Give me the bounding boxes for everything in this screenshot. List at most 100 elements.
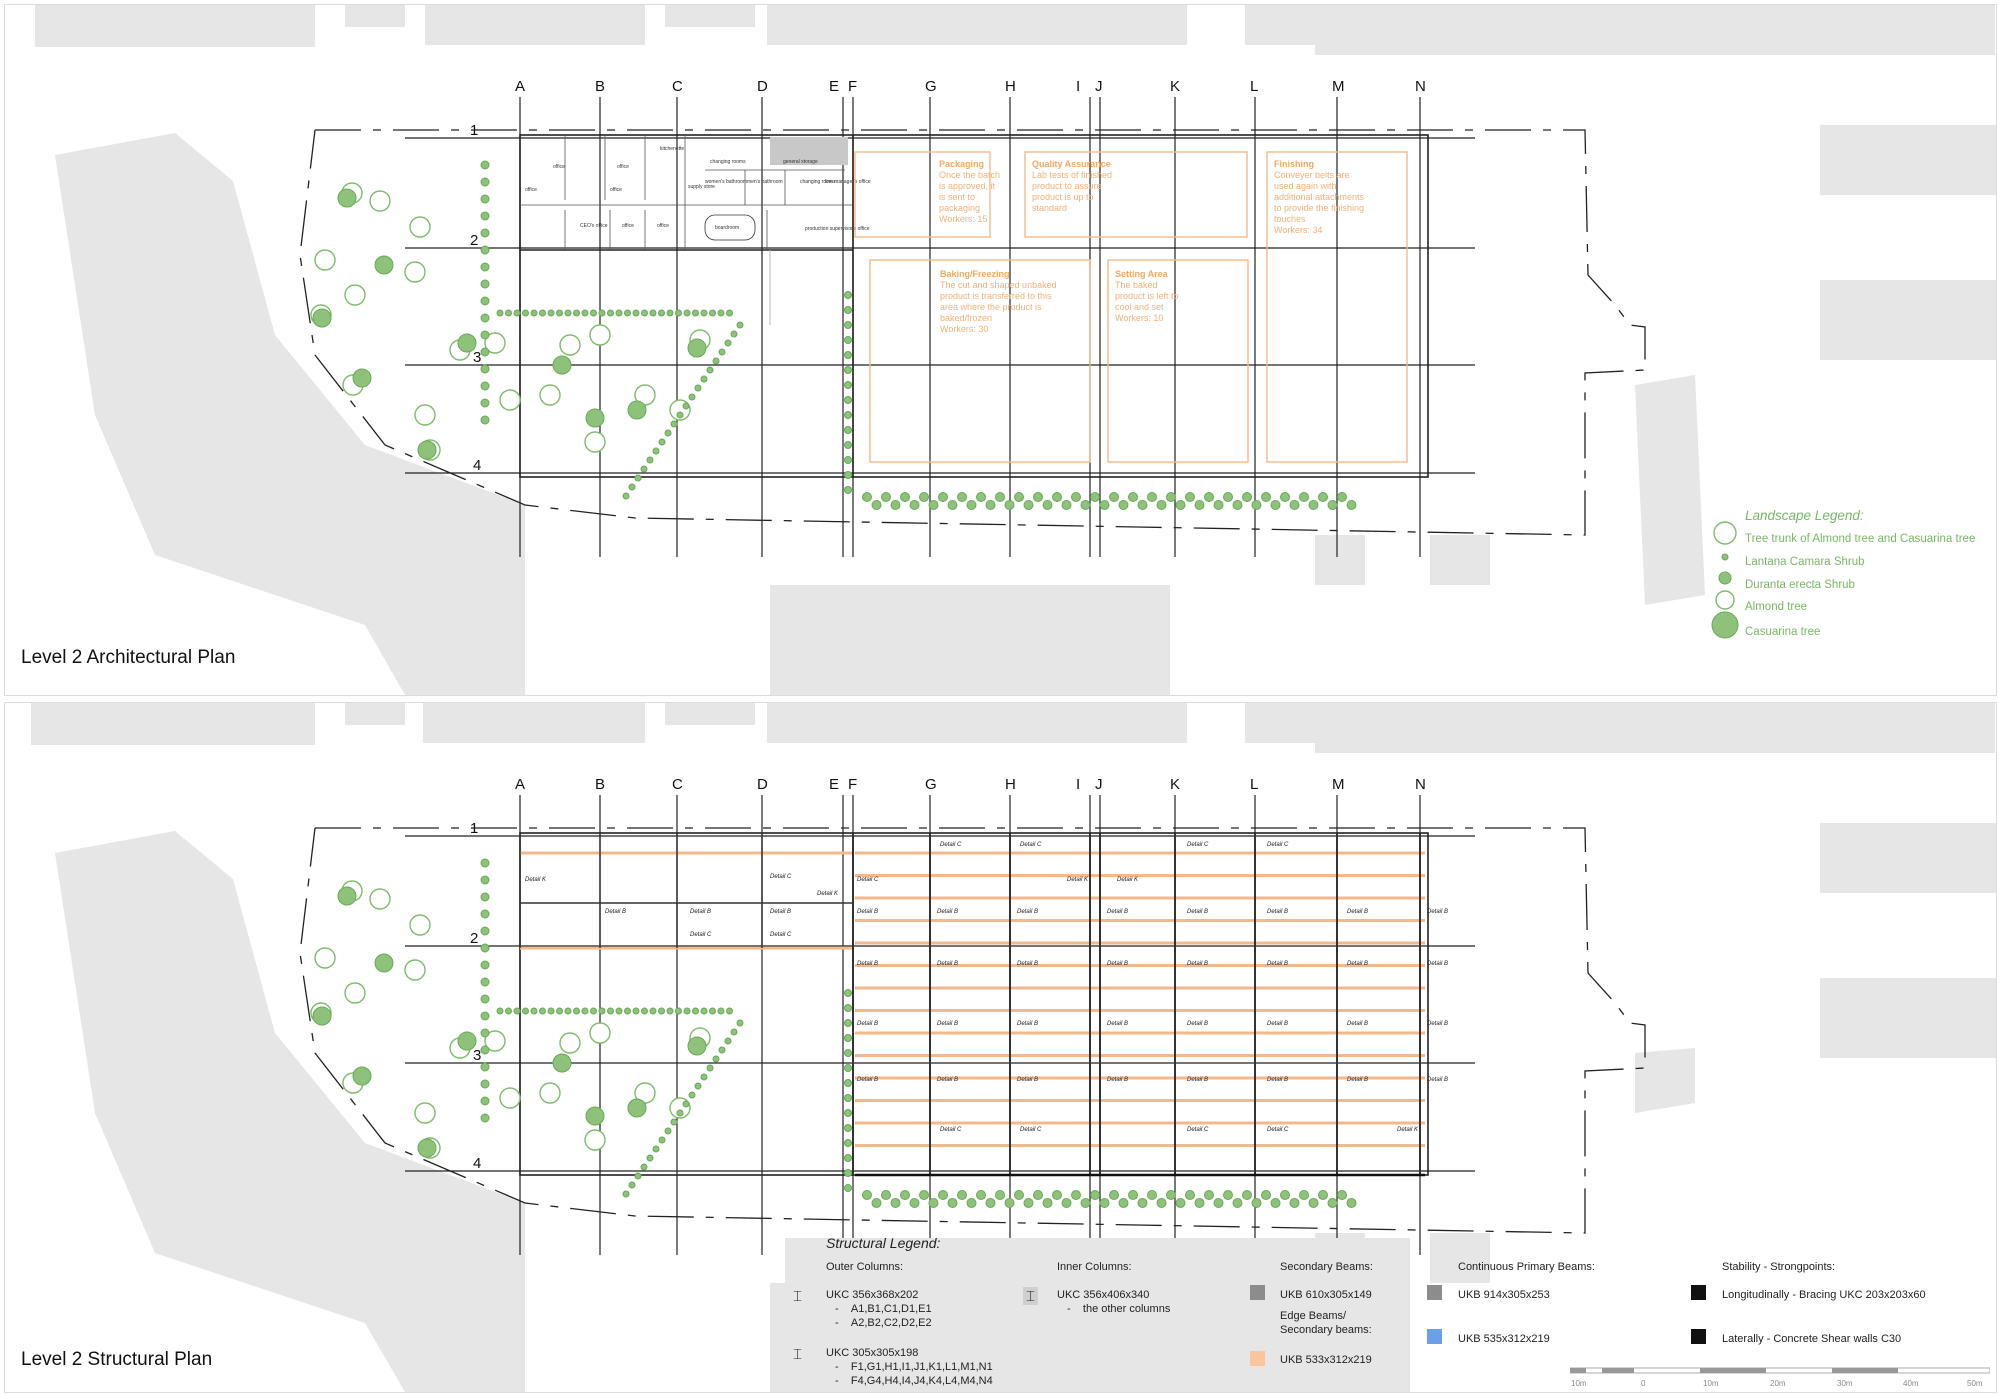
duranta-shrub-icon <box>890 500 901 510</box>
landscape-planting <box>310 160 1357 510</box>
zone-description: area where the product is <box>940 302 1042 312</box>
lantana-shrub-icon <box>564 309 572 317</box>
lantana-shrub-icon <box>675 1007 682 1015</box>
column-list: - F4,G4,H4,I4,J4,K4,L4,M4,N4 <box>835 1375 993 1387</box>
detail-label: Detail C <box>940 1127 962 1133</box>
duranta-shrub-icon <box>909 500 920 510</box>
lantana-shrub-icon <box>736 1019 744 1027</box>
duranta-shrub-icon <box>1042 500 1053 510</box>
lantana-shrub-icon <box>649 1007 657 1015</box>
grid-label: A <box>515 78 525 95</box>
grid-label: D <box>757 78 768 95</box>
grid-label: E <box>829 78 839 95</box>
duranta-shrub-icon <box>1023 500 1034 510</box>
detail-label: Detail B <box>1347 961 1368 967</box>
column-section: UKC 356x368x202 <box>826 1289 919 1301</box>
duranta-shrub-icon <box>1118 500 1129 510</box>
duranta-shrub-icon <box>1232 1198 1243 1208</box>
scale-label: 30m <box>1837 1379 1853 1388</box>
detail-label: Detail B <box>1427 1021 1448 1027</box>
grid-label: I <box>1076 776 1080 793</box>
grid-label: M <box>1332 776 1345 793</box>
lantana-shrub-icon <box>556 309 563 317</box>
almond-tree-icon <box>499 1087 521 1109</box>
lantana-shrub-icon <box>624 309 631 317</box>
lantana-shrub-icon <box>666 1007 674 1015</box>
duranta-shrub-icon <box>480 415 490 425</box>
duranta-shrub-icon <box>985 1198 996 1208</box>
lantana-shrub-icon <box>581 309 589 317</box>
duranta-shrub-icon <box>844 381 852 389</box>
detail-label: Detail K <box>1397 1127 1419 1133</box>
duranta-shrub-icon <box>1147 492 1157 502</box>
lantana-shrub-icon <box>664 1127 672 1135</box>
duranta-shrub-icon <box>1346 500 1357 510</box>
detail-label: Detail B <box>1017 961 1038 967</box>
detail-label: Detail B <box>1267 961 1288 967</box>
beam-section: UKB 535x312x219 <box>1458 1333 1550 1345</box>
room-label: office <box>610 187 622 193</box>
lantana-shrub-icon <box>717 1007 725 1015</box>
duranta-shrub-icon <box>1194 500 1205 510</box>
room-label: office <box>617 164 629 170</box>
lantana-shrub-icon <box>694 384 702 392</box>
duranta-shrub-icon <box>862 492 872 502</box>
grid-label: 3 <box>473 1047 481 1064</box>
lantana-shrub-icon <box>718 1046 726 1054</box>
column-section: UKC 356x406x340 <box>1057 1289 1150 1301</box>
stair-core <box>770 137 848 165</box>
casuarina-tree-icon <box>352 1066 372 1086</box>
lantana-shrub-icon <box>641 309 648 317</box>
duranta-shrub-icon <box>871 1198 882 1208</box>
duranta-shrub-icon <box>938 1190 948 1200</box>
duranta-shrub-icon <box>1061 1198 1072 1208</box>
column-list: - A1,B1,C1,D1,E1 <box>835 1303 932 1315</box>
lantana-shrub-icon <box>607 309 614 317</box>
duranta-shrub-icon <box>862 1190 872 1200</box>
zone-description: Workers: 10 <box>1115 313 1163 323</box>
detail-label: Detail B <box>1267 1077 1288 1083</box>
detail-label: Detail K <box>525 877 547 883</box>
duranta-shrub-icon <box>1052 492 1062 502</box>
duranta-shrub-icon <box>844 411 852 419</box>
detail-label: Detail B <box>937 1021 958 1027</box>
detail-label: Detail K <box>817 891 839 897</box>
grid-label: L <box>1250 776 1258 793</box>
duranta-shrub-icon <box>1166 1190 1176 1200</box>
duranta-shrub-icon <box>957 492 967 502</box>
duranta-shrub-icon <box>480 347 490 357</box>
duranta-shrub-icon <box>844 1154 852 1162</box>
zone-description: additional attachments <box>1274 192 1365 202</box>
lantana-shrub-icon <box>670 420 678 428</box>
zone-title: Quality Assurance <box>1032 159 1111 169</box>
duranta-shrub-icon <box>480 381 490 391</box>
plan-title: Level 2 Structural Plan <box>21 1349 213 1370</box>
room-label: office <box>622 223 634 229</box>
lantana-shrub-icon <box>632 309 640 317</box>
lantana-shrub-icon <box>547 1007 555 1015</box>
duranta-shrub-icon <box>995 492 1005 502</box>
almond-tree-icon <box>589 324 611 346</box>
detail-label: Detail B <box>1187 1077 1208 1083</box>
duranta-shrub-icon <box>480 330 490 340</box>
detail-label: Detail K <box>1067 877 1089 883</box>
lantana-shrub-icon <box>709 309 716 317</box>
duranta-shrub-icon <box>844 396 852 404</box>
landscape-legend-item: Casuarina tree <box>1745 626 1821 638</box>
almond-tree-icon <box>314 947 336 969</box>
duranta-shrub-icon <box>1014 1190 1024 1200</box>
duranta-shrub-icon <box>844 1034 852 1042</box>
detail-label: Detail C <box>1267 842 1289 848</box>
grid-label: B <box>595 78 605 95</box>
detail-label: Detail B <box>1107 1077 1128 1083</box>
lantana-shrub-icon <box>505 309 512 317</box>
stability-heading: Stability - Strongpoints: <box>1722 1261 1836 1273</box>
lantana-shrub-icon <box>688 393 696 401</box>
landscape-legend-title: Landscape Legend: <box>1745 508 1864 523</box>
grid-label: 4 <box>473 457 481 474</box>
lantana-shrub-icon <box>670 1118 678 1126</box>
casuarina-tree-icon <box>585 408 605 428</box>
